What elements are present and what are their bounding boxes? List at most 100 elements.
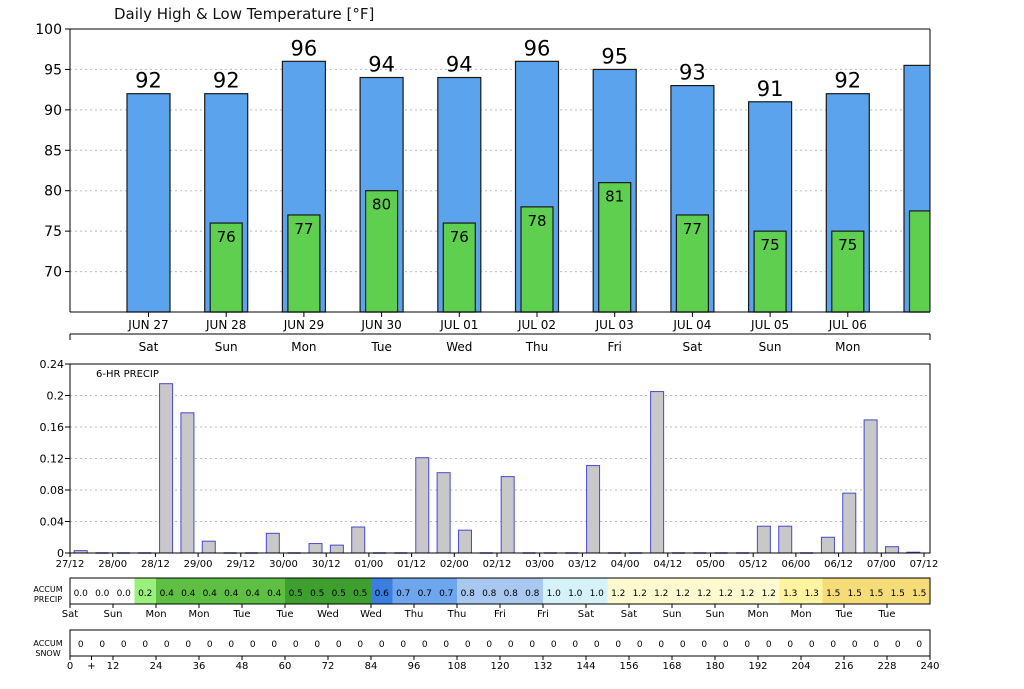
accum-precip-value: 0.7 <box>439 589 453 599</box>
accum-precip-cell <box>285 578 307 604</box>
accum-snow-value: 0 <box>830 640 836 650</box>
precip-xtick-label: 27/12 <box>56 559 85 570</box>
precip-bar <box>415 457 430 554</box>
precip-ytick-label: 0.04 <box>40 516 65 529</box>
accum-day-label: Fri <box>494 609 506 620</box>
accum-precip-value: 0.5 <box>332 589 346 599</box>
accum-precip-value: 0.8 <box>461 589 476 599</box>
precip-ytick-label: 0 <box>57 547 64 560</box>
accum-precip-value: 1.5 <box>826 589 840 599</box>
high-temp-label: 94 <box>368 53 395 77</box>
accum-snow-value: 0 <box>766 640 772 650</box>
low-temp-bar <box>753 230 787 313</box>
low-temp-label: 76 <box>450 228 469 246</box>
accum-day-label: Tue <box>877 609 895 620</box>
temp-ytick-label: 75 <box>44 224 62 240</box>
accum-precip-cell <box>887 578 909 604</box>
date-label: JUL 06 <box>828 318 867 332</box>
accum-precip-cell <box>564 578 587 604</box>
accum-day-label: Mon <box>747 609 768 620</box>
accum-snow-value: 0 <box>185 640 191 650</box>
precip-xtick-label: 29/12 <box>226 559 255 570</box>
accum-precip-cell <box>543 578 565 604</box>
accum-precip-value: 1.2 <box>676 589 690 599</box>
precip-xtick-label: 04/12 <box>653 559 682 570</box>
high-temp-label: 92 <box>213 69 240 93</box>
accum-snow-value: 0 <box>723 640 729 650</box>
date-label: JUL 04 <box>672 318 711 332</box>
accum-snow-value: 0 <box>207 640 213 650</box>
accum-day-label: Sun <box>103 609 122 620</box>
accum-snow-value: 0 <box>142 640 148 650</box>
accum-hour-label: 192 <box>748 661 767 672</box>
accum-snow-value: 0 <box>744 640 750 650</box>
accum-precip-value: 0.4 <box>246 589 261 599</box>
high-temp-bar <box>126 93 171 313</box>
precip-bar <box>457 529 472 554</box>
accum-precip-cell <box>586 578 608 604</box>
accum-day-label: Tue <box>834 609 852 620</box>
accum-precip-cell <box>607 578 630 604</box>
temp-ytick-label: 100 <box>35 22 62 38</box>
accum-precip-value: 1.2 <box>719 589 733 599</box>
low-temp-label: 75 <box>761 236 780 254</box>
low-temp-bar <box>209 222 243 313</box>
accum-precip-value: 0.4 <box>203 589 218 599</box>
precip-xtick-label: 29/00 <box>184 559 213 570</box>
accum-hour-label: 204 <box>791 661 810 672</box>
accum-hour-label: 96 <box>408 661 421 672</box>
accum-precip-value: 0.0 <box>74 589 89 599</box>
precip-xtick-label: 05/12 <box>739 559 768 570</box>
accum-precip-value: 0.8 <box>525 589 540 599</box>
accum-precip-cell <box>844 578 866 604</box>
precip-bar <box>180 412 195 554</box>
accum-hour-label: 144 <box>576 661 595 672</box>
accum-snow-value: 0 <box>250 640 256 650</box>
accum-snow-label: SNOW <box>35 649 60 658</box>
accum-snow-value: 0 <box>594 640 600 650</box>
precip-xtick-label: 28/00 <box>98 559 127 570</box>
precip-ytick-label: 0.2 <box>47 390 65 403</box>
accum-snow-value: 0 <box>379 640 385 650</box>
accum-snow-value: 0 <box>809 640 815 650</box>
accum-hour-label: 228 <box>877 661 896 672</box>
weekday-label: Sat <box>683 340 703 354</box>
accum-precip-cell <box>758 578 780 604</box>
accum-snow-value: 0 <box>895 640 901 650</box>
accum-precip-cell <box>672 578 694 604</box>
accum-precip-value: 0.5 <box>353 589 367 599</box>
accum-precip-value: 0.7 <box>396 589 410 599</box>
accum-hour-label: + <box>87 661 95 672</box>
accum-precip-value: 1.5 <box>869 589 883 599</box>
accum-precip-value: 0.6 <box>375 589 390 599</box>
accum-snow-value: 0 <box>336 640 342 650</box>
accum-hour-label: 60 <box>279 661 292 672</box>
accum-precip-cell <box>113 578 135 604</box>
accum-precip-value: 0.5 <box>310 589 324 599</box>
accum-precip-value: 0.4 <box>181 589 196 599</box>
temp-right-mask <box>930 27 1024 314</box>
accum-precip-cell <box>392 578 415 604</box>
low-temp-label: 78 <box>527 212 546 230</box>
weekday-label: Mon <box>291 340 316 354</box>
accum-precip-cell <box>908 578 931 604</box>
accum-day-label: Tue <box>232 609 250 620</box>
accum-snow-value: 0 <box>443 640 449 650</box>
accum-day-label: Thu <box>447 609 467 620</box>
precip-bar <box>201 540 216 554</box>
precip-bar <box>650 391 665 554</box>
accum-snow-value: 0 <box>701 640 707 650</box>
precip-ytick-label: 0.08 <box>40 484 65 497</box>
accum-precip-cell <box>306 578 329 604</box>
accum-precip-cell <box>328 578 350 604</box>
accum-day-label: Tue <box>275 609 293 620</box>
precip-bar <box>778 525 793 554</box>
accum-snow-value: 0 <box>680 640 686 650</box>
weekday-label: Tue <box>370 340 392 354</box>
accum-precip-label: PRECIP <box>34 595 62 604</box>
accum-day-label: Sat <box>621 609 637 620</box>
precip-bar <box>265 532 280 554</box>
accum-snow-value: 0 <box>852 640 858 650</box>
date-label: JUL 02 <box>517 318 556 332</box>
